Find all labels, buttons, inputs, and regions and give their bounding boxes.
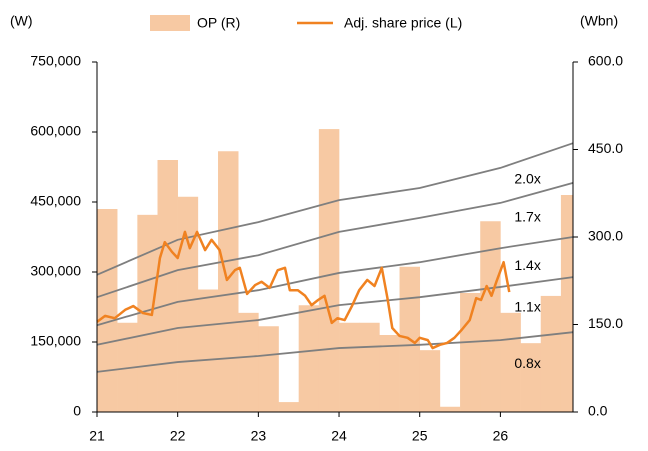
op-bar bbox=[359, 322, 380, 412]
x-tick-label: 24 bbox=[331, 428, 347, 444]
op-bar bbox=[197, 289, 219, 412]
op-bar bbox=[298, 305, 320, 412]
band-label: 0.8x bbox=[514, 355, 540, 371]
x-tick-label: 26 bbox=[493, 428, 509, 444]
op-bar bbox=[278, 402, 299, 412]
y-tick-label: 150,000 bbox=[30, 333, 81, 349]
y-axis-label: (W) bbox=[10, 13, 33, 29]
op-bar bbox=[258, 326, 279, 412]
op-bar bbox=[540, 295, 562, 412]
op-bar bbox=[318, 129, 340, 413]
x-tick-label: 22 bbox=[170, 428, 186, 444]
op-bar bbox=[460, 293, 481, 412]
op-bar bbox=[439, 406, 461, 412]
band-label: 1.7x bbox=[514, 209, 540, 225]
op-bar bbox=[480, 221, 501, 412]
x-tick-label: 23 bbox=[251, 428, 267, 444]
band-label: 2.0x bbox=[514, 171, 540, 187]
op-bar bbox=[520, 343, 542, 412]
op-bar bbox=[419, 350, 441, 412]
op-bar bbox=[238, 312, 259, 412]
y2-tick-label: 0.0 bbox=[588, 403, 608, 419]
price-line bbox=[96, 230, 511, 350]
x-tick-label: 21 bbox=[89, 428, 105, 444]
op-bar bbox=[177, 196, 199, 412]
y-tick-label: 300,000 bbox=[30, 263, 81, 279]
x-tick-label: 25 bbox=[412, 428, 428, 444]
y2-axis-label: (Wbn) bbox=[580, 13, 618, 29]
op-bar bbox=[379, 335, 400, 412]
y2-tick-label: 300.0 bbox=[588, 228, 623, 244]
pbr-band bbox=[96, 236, 574, 327]
op-bar bbox=[97, 209, 118, 412]
band-label: 1.1x bbox=[514, 299, 540, 315]
op-bar bbox=[560, 195, 574, 412]
y-tick-label: 450,000 bbox=[30, 193, 81, 209]
y-tick-label: 0 bbox=[73, 403, 81, 419]
band-label: 1.4x bbox=[514, 257, 540, 273]
pbr-band bbox=[96, 181, 574, 299]
y2-tick-label: 150.0 bbox=[588, 315, 623, 331]
y2-tick-label: 450.0 bbox=[588, 140, 623, 156]
pbr-band bbox=[96, 142, 574, 276]
y2-tick-label: 600.0 bbox=[588, 53, 623, 69]
y-tick-label: 750,000 bbox=[30, 53, 81, 69]
pbr-band bbox=[96, 331, 574, 373]
legend-label: OP (R) bbox=[197, 15, 240, 31]
op-bar bbox=[157, 160, 178, 412]
pbr-band bbox=[96, 276, 574, 346]
op-bar bbox=[218, 151, 239, 412]
legend-label: Adj. share price (L) bbox=[344, 15, 462, 31]
y-tick-label: 600,000 bbox=[30, 123, 81, 139]
legend-swatch bbox=[150, 15, 190, 31]
op-bar bbox=[339, 322, 360, 412]
